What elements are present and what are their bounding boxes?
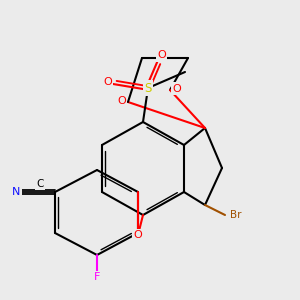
Text: C: C	[36, 178, 44, 189]
Text: O: O	[172, 83, 181, 94]
Text: Br: Br	[230, 210, 241, 220]
Text: S: S	[144, 82, 152, 94]
Text: O: O	[103, 77, 112, 87]
Text: O: O	[157, 50, 166, 61]
Text: F: F	[94, 272, 100, 282]
Text: O: O	[117, 95, 126, 106]
Text: N: N	[12, 187, 20, 197]
Text: O: O	[134, 230, 142, 240]
